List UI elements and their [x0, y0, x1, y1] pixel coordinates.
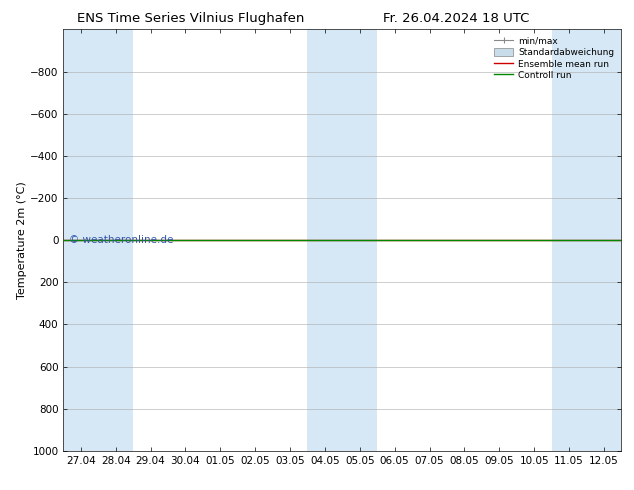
Bar	[342, 29, 377, 451]
Y-axis label: Temperature 2m (°C): Temperature 2m (°C)	[17, 181, 27, 299]
Bar	[307, 29, 342, 451]
Bar	[63, 29, 98, 451]
Text: ENS Time Series Vilnius Flughafen: ENS Time Series Vilnius Flughafen	[77, 12, 304, 25]
Bar	[586, 29, 621, 451]
Text: © weatheronline.de: © weatheronline.de	[69, 235, 173, 245]
Bar	[98, 29, 133, 451]
Bar	[552, 29, 586, 451]
Text: Fr. 26.04.2024 18 UTC: Fr. 26.04.2024 18 UTC	[384, 12, 529, 25]
Legend: min/max, Standardabweichung, Ensemble mean run, Controll run: min/max, Standardabweichung, Ensemble me…	[491, 34, 617, 83]
